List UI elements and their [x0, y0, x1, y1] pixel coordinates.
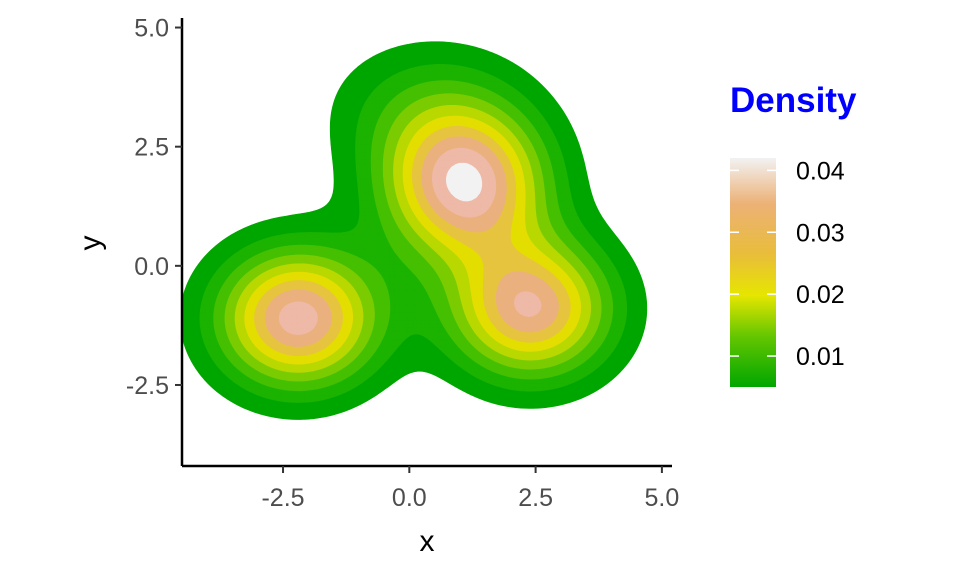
axes: -2.5 0.0 2.5 5.0 -2.5 0.0 2.5 5.0 x y: [74, 15, 679, 558]
density-contours: [181, 41, 648, 420]
y-tick-label: 5.0: [134, 15, 169, 43]
legend-colorbar: [730, 158, 776, 387]
legend-title: Density: [730, 81, 857, 120]
x-axis-title: x: [420, 525, 435, 558]
y-axis-title: y: [74, 236, 107, 251]
y-tick-label: 2.5: [134, 134, 169, 162]
legend-tick-label: 0.03: [796, 219, 845, 247]
legend-tick-label: 0.04: [796, 157, 845, 185]
x-axis-ticks: -2.5 0.0 2.5 5.0: [261, 466, 679, 512]
density-band: [446, 162, 483, 202]
plot-panel: [181, 41, 648, 420]
legend-tick-label: 0.02: [796, 281, 845, 309]
x-tick-label: 2.5: [518, 484, 553, 512]
y-tick-label: -2.5: [126, 372, 169, 400]
x-tick-label: -2.5: [261, 484, 304, 512]
y-tick-label: 0.0: [134, 253, 169, 281]
legend-tick-label: 0.01: [796, 343, 845, 371]
legend-ticks: 0.01 0.02 0.03 0.04: [730, 157, 845, 371]
legend: Density 0.01 0.02 0.03 0.04: [730, 81, 857, 387]
x-tick-label: 0.0: [392, 484, 427, 512]
y-axis-ticks: -2.5 0.0 2.5 5.0: [126, 15, 182, 400]
x-tick-label: 5.0: [645, 484, 680, 512]
